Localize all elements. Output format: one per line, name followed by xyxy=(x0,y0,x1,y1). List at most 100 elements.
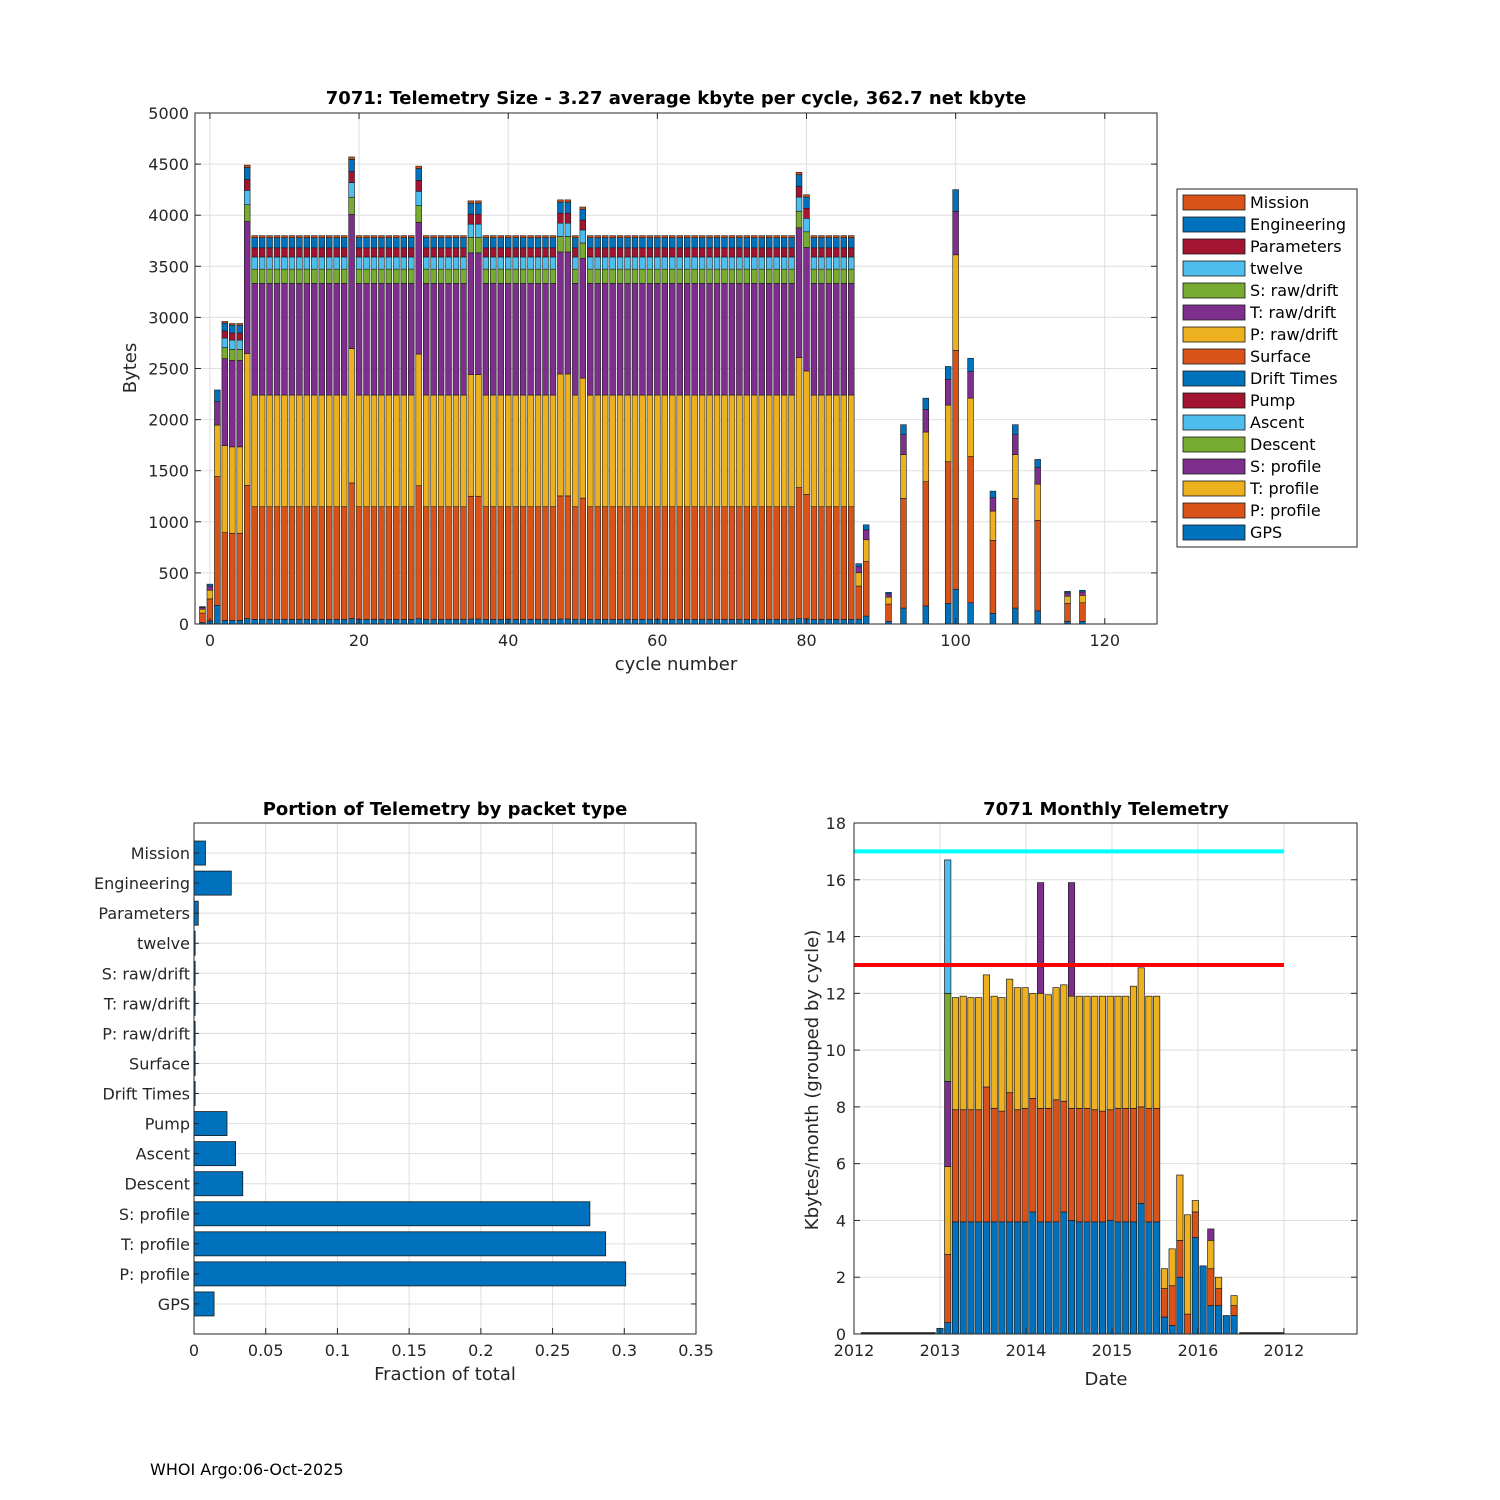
top-bar-segment xyxy=(467,237,475,254)
br-bar-segment xyxy=(959,1221,967,1335)
top-bar-segment xyxy=(833,256,840,270)
top-bar-segment xyxy=(251,256,258,270)
top-bar-segment xyxy=(676,268,683,284)
top-bar-segment xyxy=(281,619,288,625)
top-bar-segment xyxy=(408,283,415,396)
top-bar-segment xyxy=(862,539,870,562)
bl-category-label: Parameters xyxy=(98,904,190,923)
top-bar-segment xyxy=(572,237,579,249)
top-bar-segment xyxy=(646,256,654,270)
br-bars xyxy=(860,859,1284,1335)
top-bar-segment xyxy=(713,619,721,625)
top-bar-segment xyxy=(206,589,214,600)
top-bar-segment xyxy=(743,506,751,620)
br-y-tick-label: 14 xyxy=(826,928,846,947)
top-bar-segment xyxy=(266,619,273,625)
top-bar-segment xyxy=(497,506,504,620)
br-bar-segment xyxy=(1060,1211,1068,1335)
top-bar-segment xyxy=(281,247,288,258)
top-bar-segment xyxy=(601,394,609,508)
top-bar-segment xyxy=(437,247,445,258)
top-bar-segment xyxy=(400,283,408,396)
top-bar-segment xyxy=(348,196,355,215)
br-bar-segment xyxy=(1145,995,1153,1109)
top-bar-segment xyxy=(333,235,340,238)
top-bar-segment xyxy=(609,283,616,396)
top-bar-segment xyxy=(609,235,616,238)
top-bar-segment xyxy=(646,247,654,258)
top-bar-segment xyxy=(370,506,378,620)
top-bar-segment xyxy=(288,256,296,270)
top-bar-segment xyxy=(758,235,765,238)
legend-entry: twelve xyxy=(1250,259,1303,278)
top-bar-segment xyxy=(788,247,795,258)
top-bar-segment xyxy=(422,237,430,249)
top-bar-segment xyxy=(549,268,557,284)
bl-ticks: 0 0.05 0.1 0.15 0.2 0.25 0.3 0.35 Mission Enginee… xyxy=(94,844,714,1360)
top-bar-segment xyxy=(579,377,586,499)
br-bar-segment xyxy=(1191,1200,1199,1213)
top-bar-segment xyxy=(482,506,490,620)
top-bar-segment xyxy=(549,283,557,396)
top-bar-segment xyxy=(758,394,765,508)
bl-bar xyxy=(193,1141,236,1167)
top-bar-segment xyxy=(400,235,408,238)
top-bar-segment xyxy=(1064,603,1071,622)
top-bar-segment xyxy=(736,235,743,238)
legend-entry: Engineering xyxy=(1250,215,1346,234)
br-bar-segment xyxy=(982,1086,990,1223)
top-bar-segment xyxy=(527,237,534,249)
top-bar-segment xyxy=(385,247,393,258)
br-bar-segment xyxy=(1215,1276,1223,1289)
top-bar-segment xyxy=(370,283,378,396)
br-bar-segment xyxy=(1168,1285,1176,1326)
top-bar-segment xyxy=(557,222,564,237)
top-bar-segment xyxy=(415,353,422,487)
top-y-tick-label: 1000 xyxy=(148,513,189,532)
top-bar-segment xyxy=(512,394,519,508)
top-bar-segment xyxy=(505,256,512,270)
top-bar-segment xyxy=(751,394,758,508)
top-bar-segment xyxy=(706,506,713,620)
top-bar-segment xyxy=(855,585,862,620)
top-bar-segment xyxy=(385,506,393,620)
top-bar-segment xyxy=(296,237,303,249)
top-bar-segment xyxy=(318,283,325,396)
br-plot-frame xyxy=(853,822,1358,1335)
top-bar-segment xyxy=(825,506,833,620)
top-bar-segment xyxy=(534,283,542,396)
telemetry-size-chart: 0500100015002000250030003500400045005000… xyxy=(120,88,1358,675)
top-bar-segment xyxy=(437,256,445,270)
top-bar-segment xyxy=(683,237,691,249)
top-bar-segment xyxy=(340,268,348,284)
br-bar-segment xyxy=(1160,1288,1168,1318)
top-bar-segment xyxy=(370,619,378,625)
top-bar-segment xyxy=(728,247,736,258)
top-bar-segment xyxy=(243,221,251,354)
top-bar-segment xyxy=(326,256,333,270)
br-bar-segment xyxy=(1037,1107,1045,1223)
top-bar-segment xyxy=(236,339,243,350)
top-bar-segment xyxy=(527,235,534,238)
top-bar-segment xyxy=(661,394,669,508)
top-bar-segment xyxy=(549,256,557,270)
top-bar-segment xyxy=(587,619,594,625)
top-bar-segment xyxy=(512,268,519,284)
top-bar-segment xyxy=(669,256,676,270)
top-bar-segment xyxy=(519,235,527,238)
top-bar-segment xyxy=(512,256,519,270)
top-bar-segment xyxy=(370,247,378,258)
top-bar-segment xyxy=(512,237,519,249)
top-bar-segment xyxy=(1079,595,1086,604)
top-bar-segment xyxy=(721,394,728,508)
top-bar-segment xyxy=(780,247,788,258)
top-bar-segment xyxy=(683,247,691,258)
top-bar-segment xyxy=(482,268,490,284)
top-bar-segment xyxy=(862,524,870,531)
top-bar-segment xyxy=(967,602,974,625)
br-bar-segment xyxy=(967,1109,975,1223)
top-bar-segment xyxy=(773,394,780,508)
br-bar-segment xyxy=(975,1109,983,1223)
top-bar-segment xyxy=(236,324,243,334)
top-bar-segment xyxy=(848,619,855,625)
